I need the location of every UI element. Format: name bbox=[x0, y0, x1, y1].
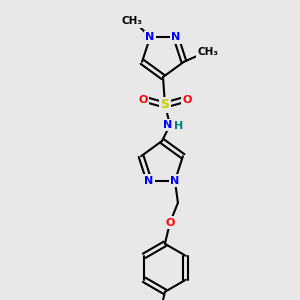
Text: N: N bbox=[171, 32, 181, 42]
Text: S: S bbox=[160, 98, 169, 112]
Text: O: O bbox=[165, 218, 175, 228]
Text: CH₃: CH₃ bbox=[122, 16, 142, 26]
Text: O: O bbox=[182, 95, 192, 105]
Text: N: N bbox=[164, 120, 172, 130]
Text: N: N bbox=[144, 176, 154, 186]
Text: CH₃: CH₃ bbox=[197, 47, 218, 57]
Text: H: H bbox=[174, 121, 184, 131]
Text: N: N bbox=[146, 32, 155, 42]
Text: O: O bbox=[138, 95, 148, 105]
Text: N: N bbox=[170, 176, 180, 186]
